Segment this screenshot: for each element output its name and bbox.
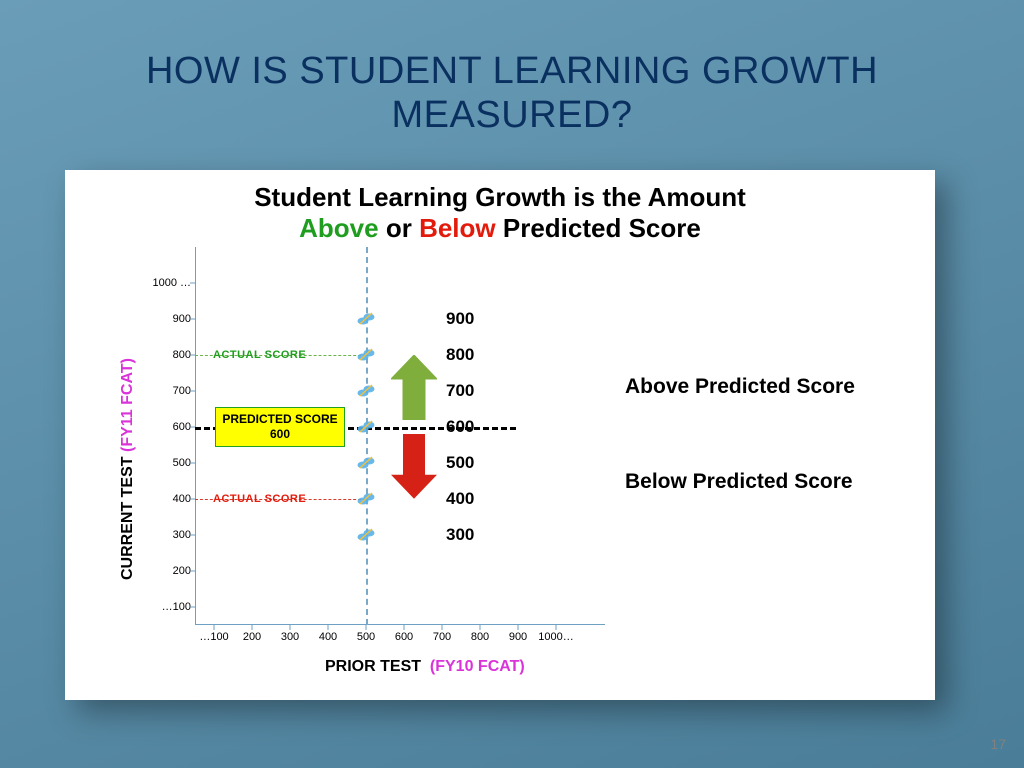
x-axis-title-main: PRIOR TEST	[325, 658, 421, 675]
slide-title-line1: HOW IS STUDENT LEARNING GROWTH	[0, 50, 1024, 94]
value-label: 900	[446, 309, 474, 329]
y-axis-title: CURRENT TEST (FY11 FCAT)	[119, 358, 137, 580]
x-tick-mark	[214, 625, 215, 630]
value-label: 700	[446, 381, 474, 401]
page-number: 17	[990, 736, 1006, 752]
value-label: 400	[446, 489, 474, 509]
y-tick-label: 700	[151, 385, 191, 397]
up-arrow-icon	[391, 355, 437, 420]
x-axis-line	[195, 624, 605, 625]
y-tick-mark	[190, 391, 195, 392]
x-tick-label: …100	[199, 631, 228, 643]
predicted-score-box: PREDICTED SCORE600	[215, 407, 345, 447]
y-axis-line	[195, 247, 196, 625]
slide-title-line2: MEASURED?	[0, 94, 1024, 138]
y-tick-label: 600	[151, 421, 191, 433]
down-arrow-icon	[391, 434, 437, 499]
y-axis-title-main: CURRENT TEST	[119, 456, 136, 580]
below-predicted-label: Below Predicted Score	[625, 470, 853, 494]
x-tick-label: 500	[357, 631, 375, 643]
y-tick-mark	[190, 283, 195, 284]
x-tick-mark	[518, 625, 519, 630]
x-tick-label: 200	[243, 631, 261, 643]
y-tick-label: 800	[151, 349, 191, 361]
y-tick-label: 300	[151, 529, 191, 541]
chart-title-above: Above	[299, 213, 378, 243]
x-tick-label: 600	[395, 631, 413, 643]
x-tick-label: 400	[319, 631, 337, 643]
y-tick-mark	[190, 535, 195, 536]
x-tick-mark	[480, 625, 481, 630]
slide: HOW IS STUDENT LEARNING GROWTH MEASURED?…	[0, 0, 1024, 768]
y-tick-label: 500	[151, 457, 191, 469]
chart-panel: Student Learning Growth is the Amount Ab…	[65, 170, 935, 700]
data-marker	[356, 381, 376, 401]
value-label: 600	[446, 417, 474, 437]
x-tick-label: 900	[509, 631, 527, 643]
x-tick-mark	[290, 625, 291, 630]
actual-below-label: ACTUAL SCORE	[213, 493, 306, 505]
data-marker	[356, 525, 376, 545]
chart-title-line1: Student Learning Growth is the Amount	[65, 182, 935, 213]
x-tick-mark	[556, 625, 557, 630]
chart-title-tail: Predicted Score	[496, 213, 701, 243]
x-tick-mark	[442, 625, 443, 630]
x-tick-mark	[404, 625, 405, 630]
x-tick-label: 300	[281, 631, 299, 643]
chart-title-line2: Above or Below Predicted Score	[65, 213, 935, 244]
x-tick-mark	[366, 625, 367, 630]
x-tick-mark	[328, 625, 329, 630]
y-tick-mark	[190, 463, 195, 464]
y-tick-label: 1000 …	[151, 277, 191, 289]
data-marker	[356, 417, 376, 437]
actual-above-label: ACTUAL SCORE	[213, 349, 306, 361]
y-tick-label: 200	[151, 565, 191, 577]
chart-title-below: Below	[419, 213, 496, 243]
chart-title-or: or	[379, 213, 419, 243]
plot-area: …1002003004005006007008009001000 ……10020…	[195, 265, 575, 625]
y-tick-label: …100	[151, 601, 191, 613]
x-tick-label: 1000…	[538, 631, 573, 643]
data-marker	[356, 345, 376, 365]
value-label: 800	[446, 345, 474, 365]
data-marker	[356, 489, 376, 509]
data-marker	[356, 453, 376, 473]
above-predicted-label: Above Predicted Score	[625, 375, 855, 399]
x-axis-title: PRIOR TEST (FY10 FCAT)	[325, 658, 525, 676]
x-axis-title-sub: (FY10 FCAT)	[430, 658, 525, 675]
chart-title: Student Learning Growth is the Amount Ab…	[65, 182, 935, 244]
y-tick-mark	[190, 607, 195, 608]
y-tick-mark	[190, 319, 195, 320]
slide-title: HOW IS STUDENT LEARNING GROWTH MEASURED?	[0, 50, 1024, 137]
value-label: 300	[446, 525, 474, 545]
y-tick-mark	[190, 571, 195, 572]
data-marker	[356, 309, 376, 329]
x-tick-label: 700	[433, 631, 451, 643]
x-tick-mark	[252, 625, 253, 630]
x-tick-label: 800	[471, 631, 489, 643]
value-label: 500	[446, 453, 474, 473]
y-tick-label: 400	[151, 493, 191, 505]
chart: Student Learning Growth is the Amount Ab…	[65, 170, 935, 700]
y-tick-label: 900	[151, 313, 191, 325]
y-axis-title-sub: (FY11 FCAT)	[119, 358, 136, 452]
